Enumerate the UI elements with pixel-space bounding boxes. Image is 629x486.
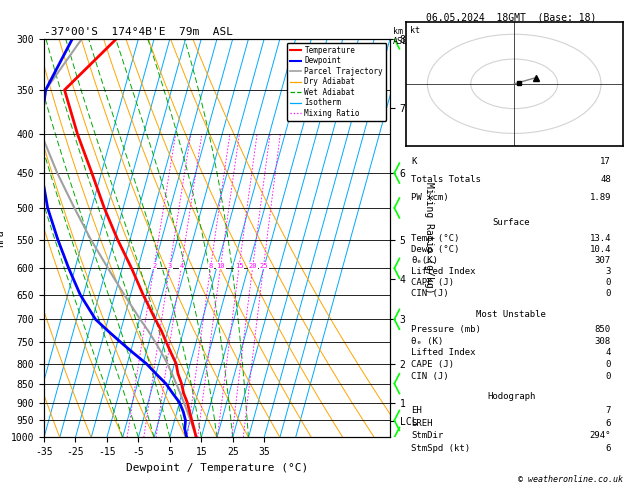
Text: 6: 6 <box>606 444 611 453</box>
X-axis label: Dewpoint / Temperature (°C): Dewpoint / Temperature (°C) <box>126 463 308 473</box>
Text: EH: EH <box>411 406 422 415</box>
Text: 10.4: 10.4 <box>589 245 611 254</box>
Text: 308: 308 <box>595 336 611 346</box>
Text: 307: 307 <box>595 256 611 265</box>
Text: 294°: 294° <box>589 432 611 440</box>
Text: StmDir: StmDir <box>411 432 443 440</box>
Text: CAPE (J): CAPE (J) <box>411 360 454 369</box>
Text: 3: 3 <box>606 267 611 276</box>
Text: 4: 4 <box>179 262 184 269</box>
Text: CIN (J): CIN (J) <box>411 372 449 381</box>
Text: Most Unstable: Most Unstable <box>476 310 546 319</box>
Text: CAPE (J): CAPE (J) <box>411 278 454 287</box>
Text: θₑ (K): θₑ (K) <box>411 336 443 346</box>
Text: 0: 0 <box>606 278 611 287</box>
Text: 25: 25 <box>259 262 268 269</box>
Text: 6: 6 <box>606 418 611 428</box>
Text: 8: 8 <box>209 262 213 269</box>
Text: Temp (°C): Temp (°C) <box>411 234 460 243</box>
Text: θₑ(K): θₑ(K) <box>411 256 438 265</box>
Text: 3: 3 <box>168 262 172 269</box>
Text: 10: 10 <box>216 262 225 269</box>
Text: 13.4: 13.4 <box>589 234 611 243</box>
Text: CIN (J): CIN (J) <box>411 289 449 298</box>
Text: -37°00'S  174°4B'E  79m  ASL: -37°00'S 174°4B'E 79m ASL <box>44 27 233 37</box>
Text: K: K <box>411 156 416 166</box>
Text: 0: 0 <box>606 289 611 298</box>
Text: 17: 17 <box>600 156 611 166</box>
Text: 1.89: 1.89 <box>589 193 611 203</box>
Text: 4: 4 <box>606 348 611 357</box>
Text: Surface: Surface <box>493 218 530 227</box>
Text: 15: 15 <box>235 262 243 269</box>
Text: 20: 20 <box>248 262 257 269</box>
Text: Dewp (°C): Dewp (°C) <box>411 245 460 254</box>
Legend: Temperature, Dewpoint, Parcel Trajectory, Dry Adiabat, Wet Adiabat, Isotherm, Mi: Temperature, Dewpoint, Parcel Trajectory… <box>287 43 386 121</box>
Text: Lifted Index: Lifted Index <box>411 348 476 357</box>
Text: 850: 850 <box>595 325 611 334</box>
Text: km
ASL: km ASL <box>393 27 408 46</box>
Text: Hodograph: Hodograph <box>487 392 535 401</box>
Text: kt: kt <box>410 26 420 35</box>
Text: Totals Totals: Totals Totals <box>411 175 481 184</box>
Text: Pressure (mb): Pressure (mb) <box>411 325 481 334</box>
Text: 48: 48 <box>600 175 611 184</box>
Text: 0: 0 <box>606 372 611 381</box>
Text: StmSpd (kt): StmSpd (kt) <box>411 444 470 453</box>
Text: 06.05.2024  18GMT  (Base: 18): 06.05.2024 18GMT (Base: 18) <box>426 12 596 22</box>
Text: 7: 7 <box>606 406 611 415</box>
Text: PW (cm): PW (cm) <box>411 193 449 203</box>
Y-axis label: Mixing Ratio (g/kg): Mixing Ratio (g/kg) <box>424 182 434 294</box>
Text: 2: 2 <box>152 262 157 269</box>
Text: Lifted Index: Lifted Index <box>411 267 476 276</box>
Text: 0: 0 <box>606 360 611 369</box>
Text: SREH: SREH <box>411 418 433 428</box>
Y-axis label: hPa: hPa <box>0 229 5 247</box>
Text: © weatheronline.co.uk: © weatheronline.co.uk <box>518 474 623 484</box>
